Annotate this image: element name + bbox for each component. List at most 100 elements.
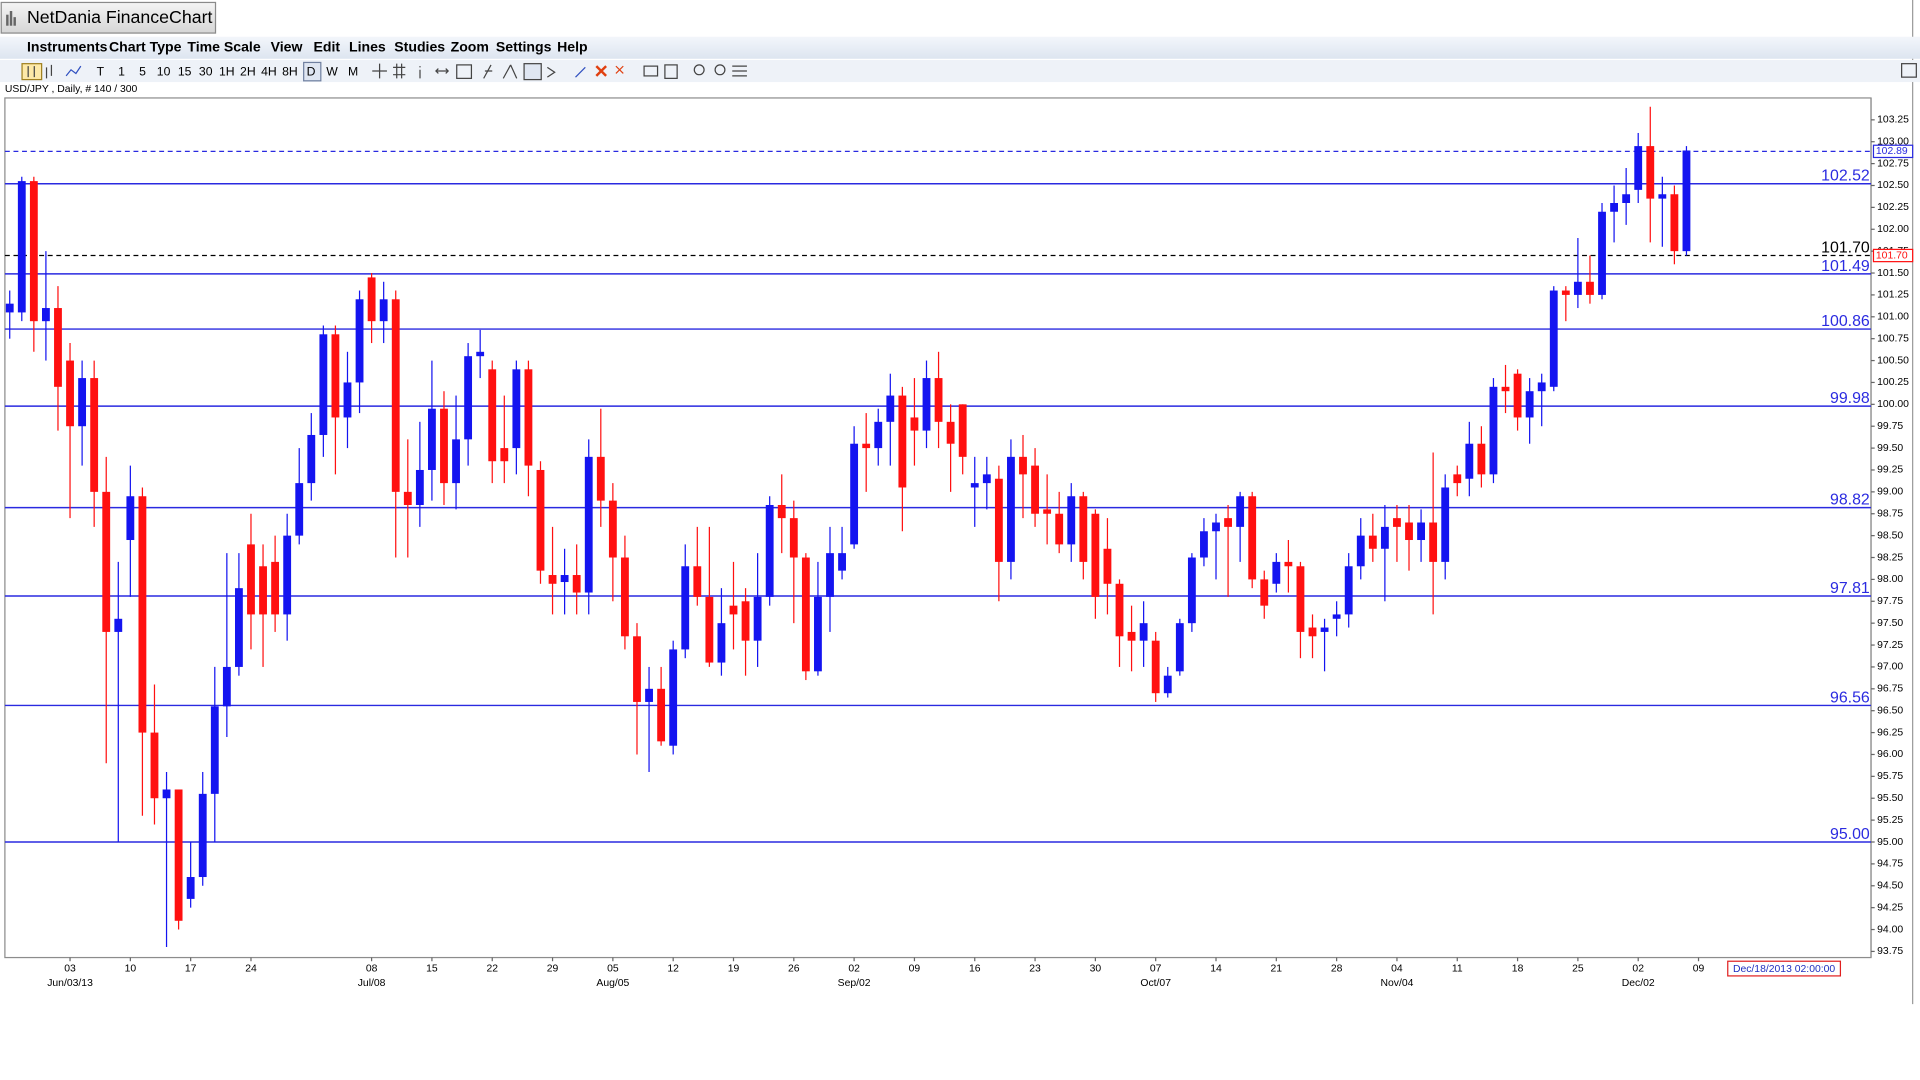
arrow-button[interactable]: [547, 66, 556, 78]
x-tick-label: 18: [1512, 963, 1524, 974]
candle-body: [1284, 561, 1293, 567]
x-tick-label: 10: [125, 963, 137, 974]
timeframe-button[interactable]: 4H: [261, 64, 277, 78]
y-tick-label: 98.00: [1877, 574, 1903, 585]
y-tick-label: 98.75: [1877, 508, 1903, 519]
print-button[interactable]: [643, 65, 659, 77]
menu-item[interactable]: Time Scale: [187, 38, 260, 54]
x-month-label: Oct/07: [1140, 978, 1171, 989]
timeframe-buttons: T 1 5 10 15 30 1H 2H 4H 8H D W M: [97, 64, 359, 78]
menu-item[interactable]: Edit: [313, 38, 340, 54]
zoom-out-button[interactable]: [714, 64, 726, 76]
preview-button[interactable]: [664, 64, 678, 79]
channel-button[interactable]: [502, 64, 518, 79]
candle-body: [150, 732, 159, 799]
draw-button[interactable]: [575, 66, 586, 78]
candle-body: [307, 434, 316, 484]
zoom-in-button[interactable]: [693, 64, 705, 76]
timeframe-button[interactable]: W: [326, 64, 338, 78]
y-tick-label: 100.00: [1877, 399, 1909, 410]
candle-body: [1513, 373, 1522, 418]
candle-body: [777, 504, 786, 519]
candle-body: [765, 504, 774, 597]
last-price-label: 101.70: [1821, 239, 1870, 256]
timeframe-button[interactable]: 10: [157, 64, 171, 78]
y-tick-label: 101.25: [1877, 290, 1909, 301]
candle-body: [994, 478, 1003, 562]
candle-body: [343, 382, 352, 418]
menu-item[interactable]: Instruments: [27, 38, 108, 54]
y-tick-label: 102.00: [1877, 224, 1909, 235]
timeframe-button[interactable]: 8H: [282, 64, 298, 78]
y-tick-label: 100.50: [1877, 355, 1909, 366]
app-icon: [6, 11, 16, 26]
window-title: NetDania FinanceChart: [27, 7, 213, 27]
menu-item[interactable]: Zoom: [451, 38, 489, 54]
candle-type-button[interactable]: [21, 63, 43, 81]
x-tick-label: 22: [486, 963, 498, 974]
level-label: 97.81: [1830, 580, 1870, 597]
y-tick-label: 99.75: [1877, 421, 1903, 432]
candle-body: [669, 649, 678, 746]
active-timeframe[interactable]: [303, 61, 322, 82]
level-label: 99.98: [1830, 390, 1870, 407]
menu-item[interactable]: Studies: [394, 38, 445, 54]
timeframe-button[interactable]: 30: [199, 64, 213, 78]
candle-body: [1525, 391, 1534, 418]
timeframe-button[interactable]: 2H: [240, 64, 256, 78]
plot-area: [4, 97, 1872, 959]
candle-body: [1634, 146, 1643, 190]
volume-button[interactable]: [456, 64, 473, 79]
candle-body: [681, 566, 690, 650]
candle-body: [898, 395, 907, 488]
y-tick-label: 95.75: [1877, 771, 1903, 782]
trendline-button[interactable]: [483, 64, 493, 79]
timeframe-button[interactable]: 15: [178, 64, 192, 78]
candle-body: [1682, 150, 1691, 252]
x-tick-label: 23: [1029, 963, 1041, 974]
timeframe-button[interactable]: 1H: [219, 64, 235, 78]
candle-body: [247, 544, 255, 615]
chart-label: USD/JPY , Daily, # 140 / 300: [5, 84, 138, 95]
candle-body: [801, 557, 810, 672]
fib-button[interactable]: [523, 63, 542, 81]
menu-item[interactable]: View: [271, 38, 303, 54]
y-tick-label: 93.75: [1877, 946, 1903, 957]
crosshair-button[interactable]: [372, 63, 387, 79]
candle-body: [174, 789, 183, 921]
delete-all-button[interactable]: [615, 65, 624, 74]
fit-button[interactable]: [732, 65, 747, 77]
candle-body: [633, 636, 641, 702]
timeframe-button[interactable]: T: [97, 64, 105, 78]
menu-item[interactable]: Help: [557, 38, 588, 54]
bar-type-button[interactable]: [45, 64, 53, 79]
grid-button[interactable]: [393, 63, 406, 79]
candle-body: [1067, 496, 1076, 545]
candle-body: [560, 575, 569, 583]
candle-body: [1296, 566, 1305, 632]
toolbar-icons: [21, 61, 1917, 82]
timeframe-button[interactable]: M: [348, 64, 358, 78]
menu-item[interactable]: Settings: [496, 38, 552, 54]
candle-body: [78, 378, 87, 427]
timeframe-button[interactable]: 5: [139, 64, 146, 78]
y-tick-label: 98.25: [1877, 552, 1903, 563]
y-tick-label: 101.50: [1877, 268, 1909, 279]
timeframe-button[interactable]: 1: [118, 64, 125, 78]
candle-body: [1212, 522, 1220, 532]
x-tick-label: 09: [909, 963, 921, 974]
panel-button[interactable]: [1901, 63, 1917, 78]
y-tick-label: 102.25: [1877, 202, 1909, 213]
timeframe-button[interactable]: D: [307, 64, 316, 78]
delete-button[interactable]: [595, 65, 607, 77]
line-type-button[interactable]: [65, 65, 82, 77]
menu-item[interactable]: Lines: [349, 38, 386, 54]
candle-body: [102, 491, 111, 632]
status-time-box: [1727, 960, 1842, 977]
candle-body: [826, 553, 834, 597]
candle-body: [355, 299, 364, 383]
candle-body: [17, 181, 26, 313]
pan-button[interactable]: [435, 68, 450, 74]
menu-item[interactable]: Chart Type: [109, 38, 182, 54]
